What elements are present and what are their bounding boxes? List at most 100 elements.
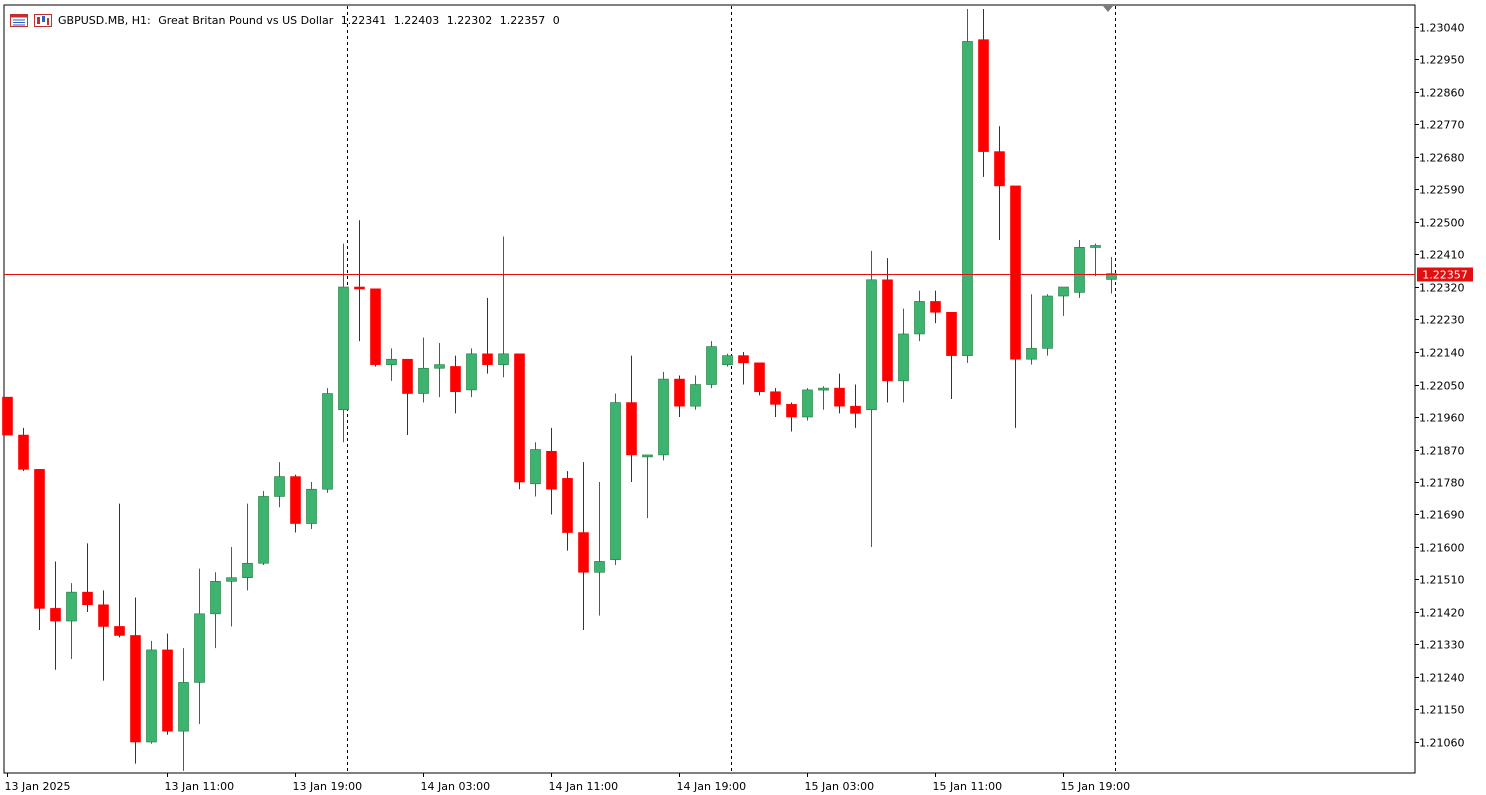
candle-body bbox=[354, 286, 365, 290]
candle-body bbox=[1026, 348, 1037, 360]
candle-body bbox=[850, 405, 861, 414]
candle-bull bbox=[1058, 286, 1069, 316]
candle-body bbox=[834, 387, 845, 407]
candle-body bbox=[802, 389, 813, 418]
time-tick-label: 14 Jan 03:00 bbox=[421, 780, 491, 793]
candle-bear bbox=[946, 311, 957, 399]
candle-bull bbox=[530, 442, 541, 497]
candle-bear bbox=[994, 126, 1005, 241]
candle-body bbox=[322, 393, 333, 490]
candle-bear bbox=[114, 503, 125, 638]
candle-body bbox=[530, 449, 541, 485]
candle-body bbox=[370, 288, 381, 365]
candle-bull bbox=[466, 348, 477, 398]
candle-body bbox=[514, 353, 525, 483]
candle-bear bbox=[930, 290, 941, 324]
candle-body bbox=[482, 353, 493, 365]
candle-bull bbox=[434, 342, 445, 398]
candle-body bbox=[642, 454, 653, 458]
candle-bear bbox=[50, 561, 61, 670]
price-tick-label: 1.21240 bbox=[1419, 672, 1465, 685]
candle-body bbox=[546, 451, 557, 490]
candles-icon[interactable] bbox=[34, 13, 52, 27]
candle-bear bbox=[130, 597, 141, 764]
candle-bull bbox=[690, 375, 701, 410]
candle-bear bbox=[98, 590, 109, 681]
price-tick-label: 1.22230 bbox=[1419, 314, 1465, 327]
candle-body bbox=[962, 41, 973, 356]
candle-bull bbox=[178, 648, 189, 771]
candle-bear bbox=[402, 358, 413, 436]
candle-body bbox=[146, 649, 157, 743]
symbol-label: GBPUSD.MB, H1: bbox=[58, 13, 151, 27]
price-tick-label: 1.21870 bbox=[1419, 445, 1465, 458]
period-separators bbox=[347, 6, 1116, 773]
candle-bear bbox=[626, 355, 637, 482]
time-tick-label: 15 Jan 11:00 bbox=[933, 780, 1003, 793]
price-tick-label: 1.21510 bbox=[1419, 574, 1465, 587]
candle-bull bbox=[194, 568, 205, 724]
candle-body bbox=[690, 384, 701, 407]
candle-bear bbox=[786, 402, 797, 432]
candle-bull bbox=[210, 572, 221, 649]
candle-body bbox=[418, 367, 429, 394]
candle-body bbox=[226, 577, 237, 582]
candle-body bbox=[242, 562, 253, 578]
price-tick-label: 1.22500 bbox=[1419, 217, 1465, 230]
candle-bear bbox=[514, 353, 525, 490]
candle-bull bbox=[306, 482, 317, 529]
ohlc-volume: 0 bbox=[552, 13, 560, 27]
plot-area[interactable] bbox=[3, 4, 1416, 774]
candle-bear bbox=[738, 352, 749, 385]
candle-body bbox=[994, 151, 1005, 187]
candle-bull bbox=[146, 640, 157, 744]
time-axis[interactable]: 13 Jan 2025 13 Jan 11:00 13 Jan 19:00 14 Ja… bbox=[5, 773, 1131, 793]
candle-bull bbox=[1074, 240, 1085, 298]
candle-bear bbox=[850, 384, 861, 428]
time-tick-label: 15 Jan 19:00 bbox=[1061, 780, 1131, 793]
candle-body bbox=[658, 378, 669, 456]
shift-marker-icon[interactable] bbox=[1103, 6, 1113, 12]
candle-body bbox=[1010, 185, 1021, 360]
candle-bull bbox=[962, 8, 973, 363]
candle-bull bbox=[1042, 294, 1053, 356]
candle-body bbox=[786, 404, 797, 418]
candle-body bbox=[562, 478, 573, 533]
time-tick-label: 14 Jan 11:00 bbox=[549, 780, 619, 793]
candle-body bbox=[882, 279, 893, 382]
candle-bear bbox=[370, 288, 381, 367]
price-tick-label: 1.21060 bbox=[1419, 737, 1465, 750]
price-tick-label: 1.21150 bbox=[1419, 704, 1465, 717]
candle-bear bbox=[1010, 185, 1021, 428]
candle-body bbox=[626, 402, 637, 456]
chart-window-icon[interactable] bbox=[10, 13, 28, 27]
candle-body bbox=[210, 581, 221, 615]
time-tick-label: 13 Jan 19:00 bbox=[293, 780, 363, 793]
candle-bull bbox=[722, 353, 733, 367]
candle-body bbox=[274, 476, 285, 497]
candle-body bbox=[114, 626, 125, 636]
price-tick-label: 1.22140 bbox=[1419, 347, 1465, 360]
chart-header: GBPUSD.MB, H1: Great Britan Pound vs US … bbox=[10, 12, 564, 28]
candle-bull bbox=[914, 290, 925, 342]
candle-bull bbox=[274, 462, 285, 508]
candle-body bbox=[98, 604, 109, 627]
candle-bull bbox=[258, 491, 269, 566]
candle-bear bbox=[546, 427, 557, 515]
price-tick-label: 1.22410 bbox=[1419, 249, 1465, 262]
candle-bear bbox=[290, 474, 301, 533]
candle-body bbox=[130, 635, 141, 743]
candle-body bbox=[450, 366, 461, 393]
price-tick-label: 1.21780 bbox=[1419, 477, 1465, 490]
candle-body bbox=[610, 402, 621, 560]
candle-bull bbox=[1106, 257, 1117, 294]
candle-body bbox=[258, 496, 269, 564]
price-axis[interactable]: 1.23040 1.22950 1.22860 1.22770 1.22680 1.225… bbox=[1415, 22, 1465, 750]
candle-body bbox=[162, 649, 173, 732]
candle-bull bbox=[610, 393, 621, 566]
price-tick-label: 1.21960 bbox=[1419, 412, 1465, 425]
candle-bear bbox=[2, 396, 13, 436]
candle-body bbox=[338, 286, 349, 411]
